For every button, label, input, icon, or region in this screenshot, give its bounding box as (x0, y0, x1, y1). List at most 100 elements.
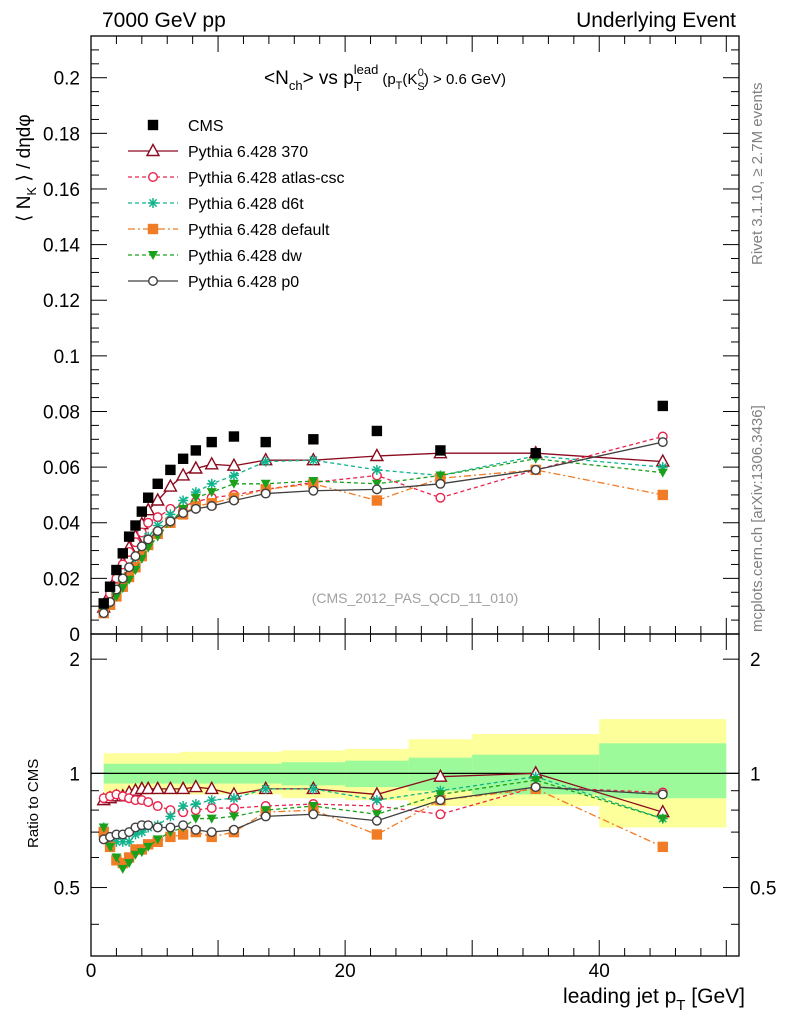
ratio-series-3-point-16 (371, 829, 383, 840)
ratio-ytick-label-right-0: 0.5 (750, 879, 776, 900)
main-series-line-4 (103, 458, 663, 613)
legend-entry-0: CMS (147, 118, 224, 135)
main-series-5-point-6 (136, 541, 147, 552)
main-series-4-point-19 (657, 468, 668, 478)
cms-data-point-9 (165, 464, 176, 476)
ratio-series-0-point-9 (163, 780, 178, 795)
ratio-plot-frame (90, 633, 740, 957)
ratio-series-4-point-4 (124, 859, 135, 869)
ratio-series-2-point-11 (190, 799, 201, 810)
cms-data-point-17 (435, 445, 446, 456)
legend-entry-5: Pythia 6.428 dw (128, 248, 302, 265)
main-series-5-point-19 (657, 437, 668, 448)
ratio-series-1-point-13 (228, 803, 239, 814)
side-rivet-info: Rivet 3.1.10, ≥ 2.7M events (749, 83, 766, 266)
ratio-series-0-point-7 (140, 780, 156, 795)
ratio-series-2-point-16 (371, 795, 382, 806)
main-series-4-point-16 (371, 479, 382, 489)
main-series-5-point-7 (143, 534, 154, 545)
ratio-series-5-point-13 (228, 824, 239, 835)
main-ytick-label-8: 0.18 (43, 124, 80, 145)
main-series-4-point-11 (190, 493, 201, 503)
cms-data-point-0 (98, 598, 109, 609)
ratio-series-5-point-17 (435, 795, 446, 806)
ratio-series-line-3 (103, 788, 664, 864)
ratio-series-4-point-3 (117, 864, 128, 874)
main-series-line-5 (103, 441, 663, 614)
main-series-5-point-10 (178, 508, 189, 519)
main-series-3-point-16 (371, 495, 383, 506)
legend-marker-3 (148, 198, 158, 208)
ratio-ytick-label-left-0: 0.5 (54, 879, 80, 900)
main-ytick-label-1: 0.04 (43, 514, 80, 535)
ratio-ytick-label-left-1: 1 (69, 764, 80, 785)
main-series-5-point-3 (117, 573, 128, 584)
ratio-series-4-point-1 (105, 842, 116, 852)
cms-data-point-13 (228, 431, 240, 442)
main-series-0-point-12 (204, 456, 219, 470)
main-series-5-point-11 (190, 503, 201, 514)
main-series-2-point-10 (178, 495, 189, 506)
main-series-1-point-8 (152, 512, 163, 523)
ratio-series-5-point-12 (206, 827, 217, 838)
main-plot-panel: 0.020.040.060.080.10.120.140.160.180.20 … (14, 35, 740, 646)
side-source-info: mcplots.cern.ch [arXiv:1306.3436] (749, 405, 766, 632)
cms-data-point-4 (123, 531, 135, 542)
main-series-5-point-5 (130, 551, 141, 562)
main-series-1-point-17 (435, 492, 446, 503)
ratio-series-0-point-17 (433, 768, 448, 782)
legend-marker-2 (147, 171, 158, 182)
main-series-2-point-16 (371, 464, 382, 475)
main-series-5-point-4 (124, 562, 135, 573)
legend-label-6: Pythia 6.428 p0 (188, 274, 299, 291)
main-series-5-point-0 (98, 608, 109, 619)
plot-title: <Nch> vs pTlead(pT(KS0) > 0.6 GeV) (264, 62, 506, 94)
ratio-series-4-point-6 (136, 848, 147, 858)
main-series-5-point-8 (152, 526, 163, 537)
ratio-series-4-point-0 (98, 823, 109, 833)
cms-data-point-16 (371, 425, 383, 437)
ratio-series-4-point-14 (260, 806, 271, 816)
main-series-5-point-9 (165, 516, 176, 527)
ratio-series-4-point-19 (657, 814, 668, 824)
header-energy: 7000 GeV pp (102, 9, 226, 32)
ratio-series-5-point-14 (260, 811, 271, 822)
ratio-series-4-point-5 (130, 850, 141, 860)
main-series-0-point-13 (226, 457, 242, 471)
ratio-plot-panel: 0.5 0.51 12 20 20 40 Ratio to CMS leading jet… (25, 633, 776, 1014)
ratio-series-5-point-18 (530, 782, 541, 793)
cms-data-point-7 (142, 492, 154, 503)
main-series-5-point-13 (228, 495, 239, 506)
ratio-series-5-point-7 (143, 820, 154, 831)
cms-data-point-14 (260, 436, 271, 448)
ratio-series-2-point-9 (165, 811, 176, 822)
ratio-series-line-4 (103, 779, 663, 870)
cms-data-point-15 (308, 434, 319, 445)
x-tick-label-2: 40 (589, 961, 610, 982)
main-series-2-point-12 (206, 478, 217, 489)
legend-entry-2: Pythia 6.428 atlas-csc (128, 170, 345, 187)
legend-marker-5 (148, 251, 158, 260)
main-series-2-point-14 (260, 456, 271, 467)
main-series-5-point-12 (206, 501, 217, 512)
ratio-ytick-label-left-2: 2 (69, 650, 80, 671)
main-series-4-point-15 (308, 477, 319, 487)
main-ytick-label-zero: 0 (69, 625, 80, 646)
main-ytick-label-0: 0.02 (43, 569, 80, 590)
cms-data-point-12 (206, 436, 217, 448)
cms-data-point-1 (104, 581, 116, 592)
legend-label-3: Pythia 6.428 d6t (188, 196, 304, 213)
cms-data-point-6 (136, 506, 148, 517)
legend-label-1: Pythia 6.428 370 (188, 144, 308, 161)
ratio-series-3-point-3 (117, 857, 128, 869)
ratio-series-1-point-8 (152, 801, 163, 812)
ratio-series-0-point-10 (175, 780, 191, 795)
main-series-1-point-7 (143, 517, 154, 528)
main-ytick-label-7: 0.16 (43, 180, 80, 201)
main-series-5-point-15 (308, 485, 319, 496)
cms-data-point-10 (177, 453, 189, 464)
cms-data-point-2 (111, 564, 122, 576)
main-y-axis-label: ⟨ NK ⟩ / dηdφ (14, 114, 39, 222)
main-series-5-point-18 (530, 464, 541, 475)
main-series-5-point-16 (371, 484, 382, 495)
